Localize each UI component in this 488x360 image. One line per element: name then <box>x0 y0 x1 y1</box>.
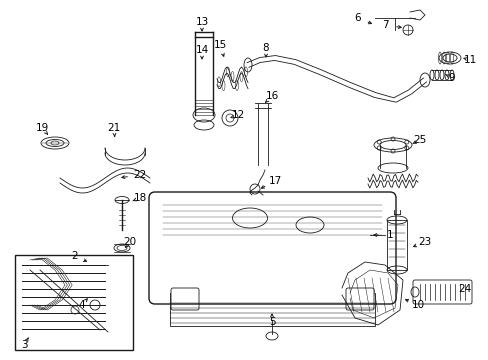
Text: 25: 25 <box>412 135 426 145</box>
Text: 13: 13 <box>195 17 208 27</box>
Text: 16: 16 <box>265 91 278 101</box>
Text: 21: 21 <box>107 123 121 133</box>
Text: 5: 5 <box>268 317 275 327</box>
Text: 19: 19 <box>35 123 48 133</box>
Text: 10: 10 <box>410 300 424 310</box>
Text: 6: 6 <box>354 13 361 23</box>
Bar <box>15 255 133 350</box>
Text: 15: 15 <box>213 40 226 50</box>
Text: 7: 7 <box>381 20 387 30</box>
Bar <box>386 220 406 270</box>
Text: 14: 14 <box>195 45 208 55</box>
Text: 12: 12 <box>231 110 244 120</box>
Text: 17: 17 <box>268 176 281 186</box>
Text: 11: 11 <box>463 55 476 65</box>
Text: 1: 1 <box>386 230 392 240</box>
Text: 9: 9 <box>448 73 454 83</box>
Text: 3: 3 <box>20 340 27 350</box>
Text: 8: 8 <box>262 43 269 53</box>
Text: 22: 22 <box>133 170 146 180</box>
Text: 24: 24 <box>457 284 470 294</box>
Text: 20: 20 <box>123 237 136 247</box>
Text: 2: 2 <box>72 251 78 261</box>
Text: 23: 23 <box>418 237 431 247</box>
Text: 4: 4 <box>79 300 85 310</box>
Text: 18: 18 <box>133 193 146 203</box>
